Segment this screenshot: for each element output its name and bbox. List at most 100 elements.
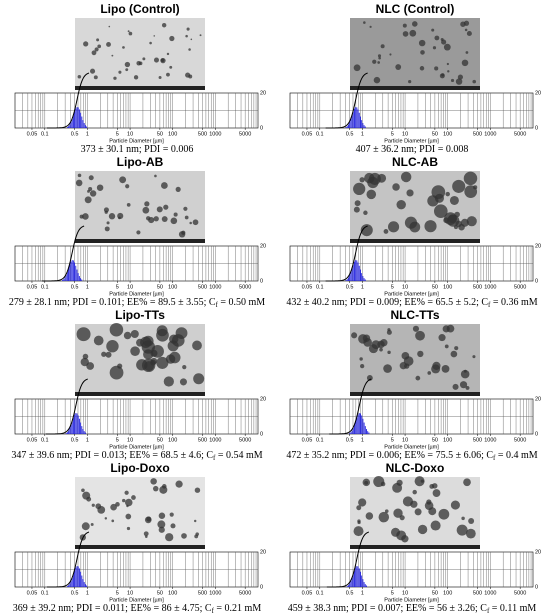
- particle: [82, 213, 89, 220]
- particle: [371, 340, 381, 350]
- particle: [83, 41, 89, 47]
- particle: [402, 31, 409, 37]
- particle: [431, 185, 446, 199]
- x-tick-label: 0.05: [27, 131, 38, 137]
- histogram-bar: [65, 275, 67, 281]
- particle: [182, 365, 187, 370]
- particle: [387, 328, 391, 332]
- particle: [106, 340, 119, 353]
- histogram-bar: [355, 107, 357, 128]
- histogram-bar: [349, 433, 351, 434]
- panel-title: NLC-TTs: [390, 308, 439, 322]
- histogram-bar: [357, 414, 359, 434]
- y-tick-label: 20: [535, 90, 541, 96]
- y-tick-label: 20: [260, 549, 266, 555]
- histogram-bar: [364, 126, 366, 128]
- histogram-bar: [354, 570, 355, 587]
- particle: [351, 332, 358, 339]
- panel-title: NLC (Control): [376, 2, 455, 16]
- particle: [109, 322, 124, 337]
- particle: [158, 526, 165, 533]
- particle: [431, 483, 438, 489]
- particle: [188, 48, 191, 51]
- micrograph-bar: [350, 239, 480, 243]
- y-tick-label: 0: [260, 125, 263, 131]
- histogram-bar: [364, 426, 366, 434]
- particle: [424, 220, 437, 233]
- x-tick-label: 0.05: [302, 131, 313, 137]
- particle: [77, 173, 82, 178]
- histogram-bar: [352, 574, 354, 587]
- particle: [84, 196, 92, 204]
- histogram-bar: [83, 123, 85, 128]
- particle: [450, 350, 458, 358]
- particle: [427, 371, 432, 375]
- histogram-bar: [352, 428, 354, 434]
- caption-suffix: = 0.4 mM: [495, 450, 537, 461]
- particle: [130, 346, 140, 356]
- histogram-bar: [76, 107, 78, 128]
- histogram-bar: [70, 261, 72, 281]
- histogram-bar: [77, 107, 79, 128]
- cumulative-curve: [325, 72, 368, 129]
- histogram-bar: [362, 276, 364, 281]
- histogram-bar: [70, 424, 72, 434]
- particle: [124, 490, 129, 495]
- x-tick-label: 5: [391, 437, 394, 443]
- x-tick-label: 0.1: [316, 590, 324, 596]
- particle: [433, 204, 448, 219]
- particle: [353, 64, 361, 72]
- histogram-bar: [71, 577, 73, 587]
- histogram-bar: [66, 271, 68, 281]
- histogram-bar: [75, 108, 77, 128]
- particle: [358, 498, 367, 507]
- particle: [461, 516, 465, 521]
- particle: [104, 210, 108, 214]
- particle: [88, 187, 93, 192]
- particle: [463, 478, 471, 487]
- x-tick-label: 100: [443, 590, 452, 596]
- particle: [396, 199, 406, 210]
- particle: [90, 522, 94, 526]
- panel-title: NLC-Doxo: [386, 461, 445, 475]
- x-tick-label: 500: [198, 437, 207, 443]
- histogram-bar: [346, 126, 348, 128]
- panel: Lipo-Doxo 0.05 0.1 0.5 1 5 10 50 100 500 1000 5000 0…: [13, 461, 266, 614]
- cumulative-curve: [46, 531, 90, 588]
- particle: [154, 174, 157, 178]
- histogram-bar: [354, 108, 355, 128]
- particle: [123, 331, 132, 340]
- x-tick-label: 1000: [484, 590, 496, 596]
- particle: [465, 528, 476, 539]
- x-tick-label: 0.5: [346, 131, 354, 137]
- x-tick-label: 1: [361, 590, 364, 596]
- histogram-bar: [350, 271, 352, 281]
- particle: [175, 480, 183, 488]
- histogram-bar: [355, 567, 357, 587]
- particle: [402, 496, 414, 507]
- y-tick-label: 0: [260, 278, 263, 284]
- particle: [136, 60, 141, 66]
- particle: [133, 75, 139, 80]
- particle: [412, 325, 420, 332]
- cumulative-curve: [42, 225, 85, 282]
- particle: [142, 335, 154, 347]
- histogram-bar: [352, 111, 354, 128]
- x-tick-label: 1: [361, 131, 364, 137]
- particle: [387, 350, 391, 355]
- histogram-bar: [63, 279, 65, 281]
- histogram-bar: [348, 585, 349, 587]
- cumulative-curve: [46, 72, 90, 129]
- particle: [76, 327, 91, 342]
- particle: [125, 513, 132, 520]
- particle: [82, 491, 91, 500]
- histogram-bar: [74, 262, 76, 281]
- particle: [152, 485, 159, 492]
- histogram-bar: [75, 567, 77, 587]
- particle: [189, 221, 192, 225]
- particle: [142, 57, 146, 61]
- histogram-bar: [77, 566, 79, 587]
- cumulative-curve: [329, 378, 372, 435]
- particle: [360, 363, 365, 369]
- x-tick-label: 1000: [484, 131, 496, 137]
